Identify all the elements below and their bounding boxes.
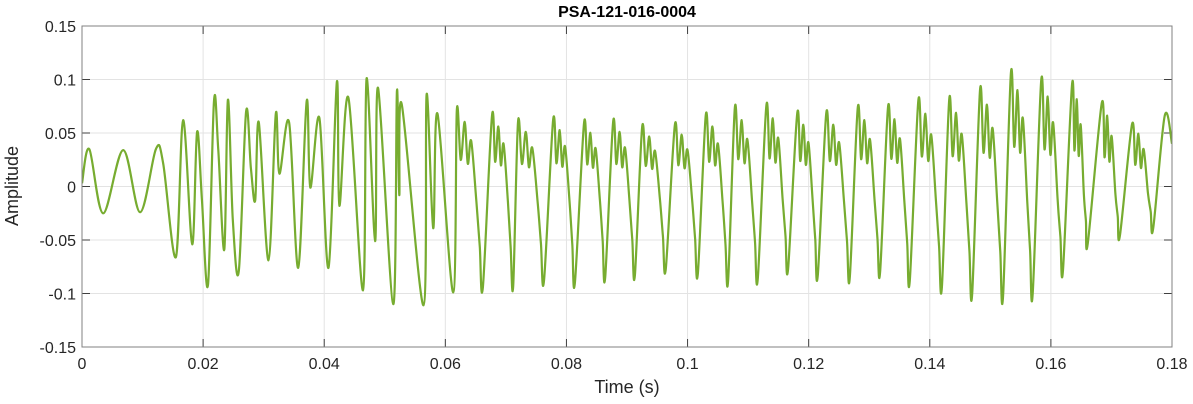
- y-tick-label: -0.15: [40, 340, 77, 357]
- x-tick-label: 0.18: [1156, 356, 1187, 373]
- x-tick-label: 0: [78, 356, 87, 373]
- chart-title: PSA-121-016-0004: [558, 4, 696, 21]
- y-tick-label: -0.1: [48, 287, 76, 304]
- x-axis-label: Time (s): [594, 377, 659, 397]
- x-tick-label: 0.06: [430, 356, 461, 373]
- y-tick-label: 0.15: [45, 19, 76, 36]
- signal-line: [82, 68, 1172, 307]
- y-axis-label: Amplitude: [2, 146, 22, 226]
- y-tick-label: -0.05: [40, 233, 77, 250]
- x-tick-label: 0.12: [793, 356, 824, 373]
- x-tick-label: 0.02: [188, 356, 219, 373]
- x-tick-label: 0.04: [309, 356, 340, 373]
- y-tick-label: 0.05: [45, 126, 76, 143]
- x-tick-label: 0.1: [676, 356, 698, 373]
- y-tick-label: 0.1: [54, 73, 76, 90]
- x-tick-label: 0.08: [551, 356, 582, 373]
- x-tick-label: 0.14: [914, 356, 945, 373]
- x-tick-label: 0.16: [1035, 356, 1066, 373]
- y-tick-label: 0: [67, 180, 76, 197]
- ticks: 0 0.02 0.04 0.06 0.08 0.1 0.12 0.14 0.16 0.18 -0.1…: [40, 19, 1188, 373]
- axes-box: [81, 25, 1173, 348]
